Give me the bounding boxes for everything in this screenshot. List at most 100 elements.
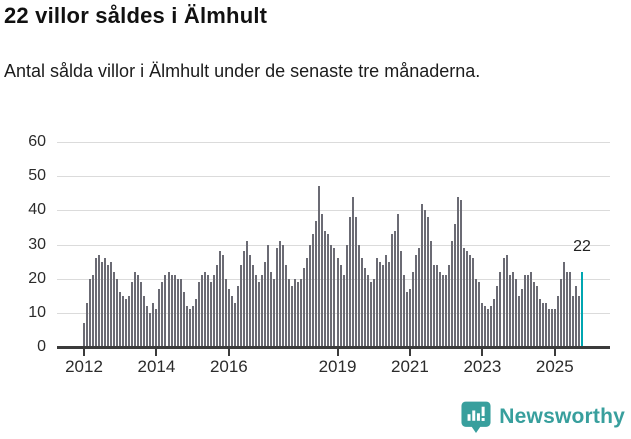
bar [376,258,378,347]
bar [518,295,520,347]
bar [158,288,160,347]
bar [183,292,185,347]
bar [291,285,293,347]
bar [506,254,508,347]
bar [397,213,399,347]
bar [255,275,257,347]
bar [454,224,456,347]
bar [548,309,550,347]
bar [155,309,157,347]
bar [509,275,511,347]
bar [149,312,151,347]
bar [89,278,91,347]
bar [228,288,230,347]
bar [146,306,148,347]
bar [554,309,556,347]
bar [131,282,133,347]
bar [315,220,317,347]
x-axis-tick [83,349,85,356]
bar [110,261,112,347]
bar [152,302,154,347]
bar [424,210,426,347]
bar [261,275,263,347]
gridline [57,142,610,143]
bar [95,258,97,347]
bar [439,271,441,347]
y-axis-tick-label: 0 [37,338,46,355]
bar [288,278,290,347]
newsworthy-wordmark: Newsworthy [499,405,625,428]
bar [201,275,203,347]
bar [496,285,498,347]
x-axis-tick [408,349,411,356]
bar [415,254,417,347]
gridline [57,210,610,212]
bar [551,309,553,347]
bar [533,282,535,347]
x-axis-tick-label: 2021 [391,357,429,376]
bar [463,247,465,347]
bar [204,271,206,347]
bar [294,278,296,347]
bar [530,271,532,347]
bar [418,247,420,347]
bar [134,271,136,347]
bar [318,186,320,347]
newsworthy-badge-icon [461,401,491,433]
bar [195,299,197,347]
y-axis-tick-label: 20 [28,269,46,287]
bar [370,282,372,347]
bar [361,258,363,347]
bar [324,230,326,347]
bar [140,282,142,347]
bar [560,278,562,347]
bar [367,275,369,347]
bar [306,258,308,347]
bar [143,295,145,347]
x-axis-tick-label: 2016 [209,357,248,376]
bar [433,265,435,347]
bar [409,288,411,347]
bar [113,271,115,347]
bar [279,241,281,347]
x-axis-tick-label: 2025 [535,357,574,376]
bar [484,306,486,347]
bar [161,282,163,347]
bar [346,244,348,347]
highlight-value-label: 22 [573,238,591,255]
bar [382,265,384,347]
bar [352,196,354,347]
bar [572,295,574,347]
bar [493,299,495,347]
bar [512,271,514,347]
bar [273,278,275,347]
bar [186,306,188,347]
bar [171,275,173,347]
bar [472,258,474,347]
bar [499,271,501,347]
bar [394,230,396,347]
bar [337,258,339,347]
bar [427,217,429,347]
bar [400,251,402,347]
x-axis-line [57,346,610,349]
bar [536,285,538,347]
bar-highlighted [581,271,583,347]
bar [373,278,375,347]
x-axis-tick [553,349,556,356]
bar [83,323,85,347]
bar [225,278,227,347]
bar [457,196,459,347]
bar [309,244,311,347]
bar [343,275,345,347]
y-axis-tick-label: 60 [28,133,46,150]
bar [98,254,100,347]
bar [303,268,305,347]
bar [340,265,342,347]
bar [521,288,523,347]
bar [430,241,432,347]
bar [174,275,176,347]
bar [207,275,209,347]
bar [349,217,351,347]
